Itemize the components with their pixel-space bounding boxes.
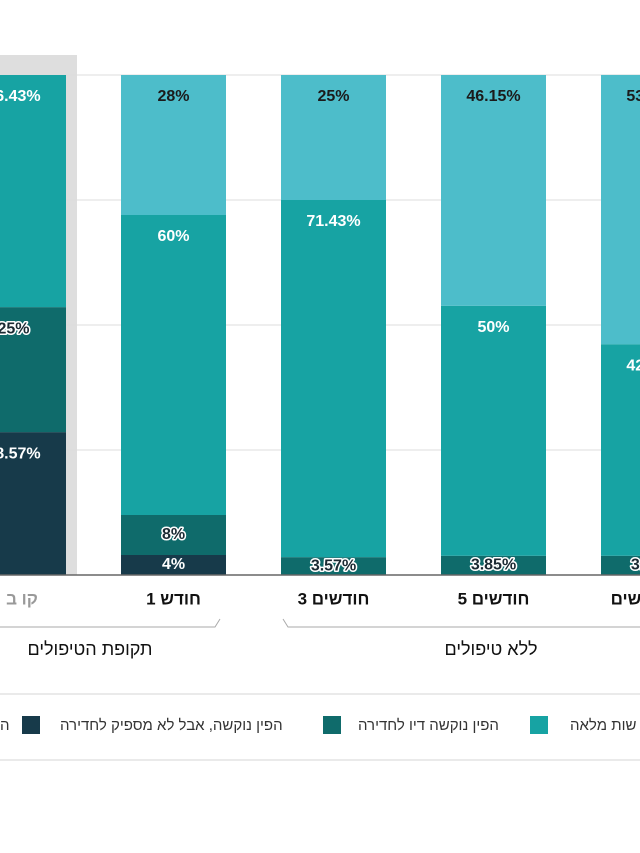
value-label: 4% (162, 556, 185, 573)
bar-segment (601, 74, 640, 345)
group-bracket (282, 618, 640, 628)
x-tick-label: חודש 1 (146, 589, 201, 608)
bar-segment (0, 307, 66, 433)
value-label: 50% (477, 319, 509, 336)
x-tick-label: 3 חודשים (298, 589, 370, 608)
bar-segment (441, 75, 546, 306)
group-label: תקופת הטיפולים (28, 639, 153, 659)
bar-segment (121, 75, 226, 215)
value-label: 28.57% (0, 445, 41, 462)
bar-segment (281, 200, 386, 558)
bar-segment (0, 75, 66, 308)
legend-label: ה (0, 717, 10, 734)
legend-swatch (530, 716, 548, 734)
group-bracket (0, 618, 221, 628)
labels: 28.57% 25% 46.43% קו ב 4% 8% 60% 28% חודש 1 3.57%… (0, 88, 640, 608)
value-label: 3.85% (631, 557, 640, 574)
legend-label: הפין נוקשה, אבל לא מספיק לחדירה (60, 717, 283, 734)
value-label: 53.85% (626, 88, 640, 105)
value-label: 25% (317, 88, 349, 105)
bar-segment (281, 557, 386, 575)
value-label: 60% (157, 228, 189, 245)
x-tick-label: קו ב (6, 589, 38, 608)
legend-label: הפין נוקשה דיו לחדירה (358, 717, 499, 734)
x-tick-label: שים (611, 589, 640, 608)
group-label: ללא טיפולים (445, 639, 538, 659)
bar-segment (121, 215, 226, 515)
legend: הפין נוקשה, אבל לא מספיק לחדירה הפין נוקש… (0, 716, 636, 734)
value-label: 8% (162, 526, 185, 543)
bar-segment (281, 75, 386, 200)
value-label: 28% (157, 88, 189, 105)
bar-segment (441, 555, 546, 575)
legend-swatch (323, 716, 341, 734)
legend-swatch (22, 716, 40, 734)
bar-segment (121, 515, 226, 555)
value-label: 46.15% (466, 88, 520, 105)
value-label: 3.57% (311, 557, 356, 574)
value-label: 3.85% (471, 557, 516, 574)
legend-label: שות מלאה (570, 717, 636, 734)
bars (0, 74, 640, 575)
bar-segment (601, 555, 640, 575)
value-label: 71.43% (306, 213, 360, 230)
bar-segment (441, 305, 546, 556)
bar-segment (0, 432, 66, 575)
value-label: 25% (0, 320, 30, 337)
bar-segment (121, 555, 226, 575)
value-label: 46.43% (0, 88, 41, 105)
bar-segment (601, 344, 640, 556)
x-tick-label: 5 חודשים (458, 589, 530, 608)
value-label: 42.31% (626, 357, 640, 374)
